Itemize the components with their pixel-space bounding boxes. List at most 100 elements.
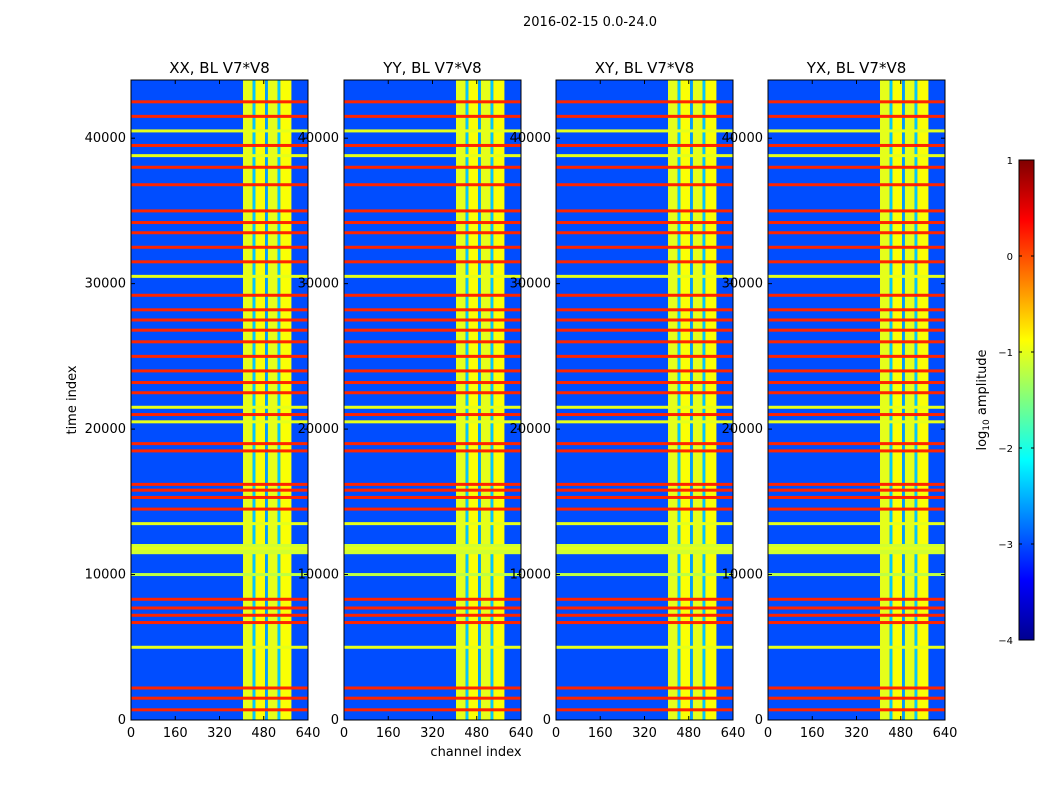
channel-band: [677, 80, 681, 720]
channel-band: [668, 80, 678, 720]
x-tick-label: 640: [721, 726, 746, 741]
time-flag-row: [344, 482, 521, 486]
panel-yy: YY, BL V7*V8 0 160 320 480 640 0 10000 20000 3000…: [298, 59, 534, 741]
time-flag-row: [768, 597, 945, 601]
channel-band: [267, 80, 278, 720]
time-flag-row: [131, 621, 308, 625]
panel-yx: YX, BL V7*V8 0 160 320 480 640 0 10000 20000 3000…: [722, 59, 958, 741]
time-flag-row: [556, 613, 733, 617]
time-flag-row: [768, 231, 945, 235]
y-tick-label: 30000: [722, 277, 763, 292]
time-flag-row: [556, 209, 733, 213]
time-flag-row: [556, 573, 733, 577]
y-tick-label: 40000: [85, 131, 126, 146]
time-flag-row: [768, 340, 945, 344]
time-flag-row: [131, 420, 308, 424]
time-flag-row: [556, 449, 733, 453]
time-flag-row: [556, 420, 733, 424]
time-flag-row: [344, 328, 521, 332]
time-flag-row: [131, 183, 308, 187]
time-flag-row: [131, 413, 308, 417]
time-flag-row: [768, 613, 945, 617]
time-flag-row: [556, 488, 733, 492]
y-tick-label: 30000: [298, 277, 339, 292]
x-tick-label: 320: [632, 726, 657, 741]
time-flag-row: [768, 274, 945, 278]
x-tick-label: 0: [127, 726, 135, 741]
time-flag-row: [131, 369, 308, 373]
colorbar-tick-label: −2: [998, 444, 1013, 455]
time-flag-row: [131, 708, 308, 712]
channel-band: [480, 80, 491, 720]
time-flag-row: [344, 488, 521, 492]
time-flag-row: [344, 420, 521, 424]
channel-band: [468, 80, 479, 720]
time-flag-row: [131, 154, 308, 158]
time-flag-row: [344, 495, 521, 499]
time-flag-row: [768, 100, 945, 104]
time-flag-row: [556, 507, 733, 511]
time-flag-row: [768, 381, 945, 385]
time-flag-row: [556, 143, 733, 147]
time-flag-row: [344, 606, 521, 610]
time-flag-row: [344, 696, 521, 700]
time-flag-row: [344, 449, 521, 453]
time-flag-row: [344, 245, 521, 249]
x-tick-label: 0: [764, 726, 772, 741]
time-flag-row: [556, 369, 733, 373]
colorbar-tick-label: −1: [998, 348, 1013, 359]
colorbar-label-prefix: log: [975, 431, 990, 451]
time-flag-row: [131, 449, 308, 453]
x-tick-label: 480: [888, 726, 913, 741]
time-flag-row: [131, 488, 308, 492]
time-flag-row: [556, 274, 733, 278]
channel-band: [705, 80, 717, 720]
channel-band: [692, 80, 703, 720]
time-flag-row: [131, 293, 308, 297]
time-flag-row: [768, 143, 945, 147]
x-tick-label: 480: [251, 726, 276, 741]
channel-band: [680, 80, 691, 720]
time-flag-row: [344, 522, 521, 526]
time-flag-row: [768, 308, 945, 312]
time-flag-row: [768, 482, 945, 486]
time-flag-row: [131, 143, 308, 147]
time-flag-row: [768, 696, 945, 700]
time-flag-row: [131, 274, 308, 278]
channel-band: [277, 80, 281, 720]
time-flag-row: [556, 405, 733, 409]
time-flag-row: [556, 231, 733, 235]
time-flag-row: [344, 621, 521, 625]
time-flag-row: [344, 100, 521, 104]
colorbar-ticks: −4 −3 −2 −1 0 1: [998, 156, 1034, 647]
time-flag-row: [131, 114, 308, 118]
time-flag-row: [556, 696, 733, 700]
time-flag-row: [768, 221, 945, 225]
channel-band: [690, 80, 693, 720]
x-tick-label: 160: [376, 726, 401, 741]
channel-band: [243, 80, 253, 720]
time-flag-row: [344, 260, 521, 264]
time-flag-row: [131, 165, 308, 169]
time-flag-row: [344, 405, 521, 409]
colorbar-tick-label: 0: [1007, 252, 1013, 263]
x-tick-label: 160: [163, 726, 188, 741]
time-flag-row: [344, 442, 521, 446]
time-flag-row: [768, 449, 945, 453]
panels-group: XX, BL V7*V8 0 160 320 480 640 0 10000 20000 3000…: [85, 59, 958, 741]
channel-band: [255, 80, 266, 720]
colorbar: −4 −3 −2 −1 0 1 log10 amplitude: [975, 156, 1035, 647]
time-flag-row: [344, 231, 521, 235]
channel-band: [456, 80, 466, 720]
colorbar-bar: [1018, 159, 1035, 641]
x-tick-label: 320: [207, 726, 232, 741]
y-tick-label: 30000: [510, 277, 551, 292]
time-flag-row: [556, 245, 733, 249]
time-flag-row: [768, 686, 945, 690]
channel-band: [904, 80, 915, 720]
panel-title: YY, BL V7*V8: [382, 59, 481, 77]
time-flag-row: [344, 318, 521, 322]
time-flag-row: [131, 522, 308, 526]
y-axis-label: time index: [65, 365, 80, 434]
